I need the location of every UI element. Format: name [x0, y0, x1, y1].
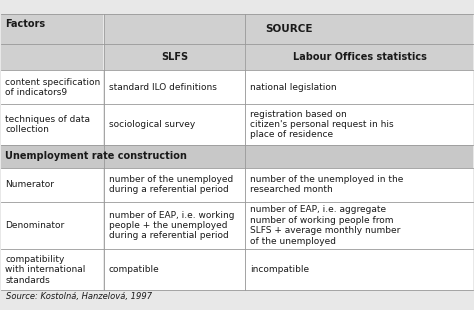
- Text: registration based on
citizen's personal request in his
place of residence: registration based on citizen's personal…: [250, 109, 394, 140]
- Text: Denominator: Denominator: [5, 221, 64, 230]
- Text: Source: Kostolná, Hanzelová, 1997: Source: Kostolná, Hanzelová, 1997: [6, 292, 152, 301]
- Text: Numerator: Numerator: [5, 180, 54, 189]
- Bar: [246, 168, 473, 202]
- Text: number of EAP, i.e. working
people + the unemployed
during a referential period: number of EAP, i.e. working people + the…: [109, 210, 234, 240]
- Text: SOURCE: SOURCE: [265, 24, 312, 34]
- Bar: [1, 104, 103, 145]
- Text: number of EAP, i.e. aggregate
number of working people from
SLFS + average month: number of EAP, i.e. aggregate number of …: [250, 206, 401, 246]
- Bar: [105, 250, 245, 290]
- Text: incompatible: incompatible: [250, 265, 310, 274]
- Text: content specification
of indicators9: content specification of indicators9: [5, 78, 100, 97]
- Text: number of the unemployed
during a referential period: number of the unemployed during a refere…: [109, 175, 233, 194]
- Bar: [246, 70, 473, 104]
- Bar: [1, 168, 103, 202]
- Bar: [105, 168, 245, 202]
- Bar: [105, 44, 245, 70]
- Text: SLFS: SLFS: [161, 52, 188, 62]
- Text: Labour Offices statistics: Labour Offices statistics: [292, 52, 427, 62]
- Bar: [1, 145, 473, 168]
- Text: national legislation: national legislation: [250, 83, 337, 92]
- Bar: [105, 104, 245, 145]
- Bar: [105, 202, 245, 250]
- Bar: [1, 70, 103, 104]
- Text: Factors: Factors: [5, 19, 46, 29]
- Text: standard ILO definitions: standard ILO definitions: [109, 83, 217, 92]
- Text: compatibility
with international
standards: compatibility with international standar…: [5, 255, 85, 285]
- Text: compatible: compatible: [109, 265, 160, 274]
- Text: Unemployment rate construction: Unemployment rate construction: [5, 151, 187, 162]
- Text: sociological survey: sociological survey: [109, 120, 195, 129]
- Bar: [1, 44, 103, 70]
- Bar: [246, 250, 473, 290]
- Bar: [246, 202, 473, 250]
- Bar: [105, 70, 245, 104]
- Bar: [1, 250, 103, 290]
- Bar: [246, 104, 473, 145]
- Text: techniques of data
collection: techniques of data collection: [5, 115, 90, 134]
- Text: number of the unemployed in the
researched month: number of the unemployed in the research…: [250, 175, 403, 194]
- Bar: [105, 14, 473, 44]
- Bar: [1, 14, 103, 44]
- Bar: [246, 44, 473, 70]
- Bar: [1, 202, 103, 250]
